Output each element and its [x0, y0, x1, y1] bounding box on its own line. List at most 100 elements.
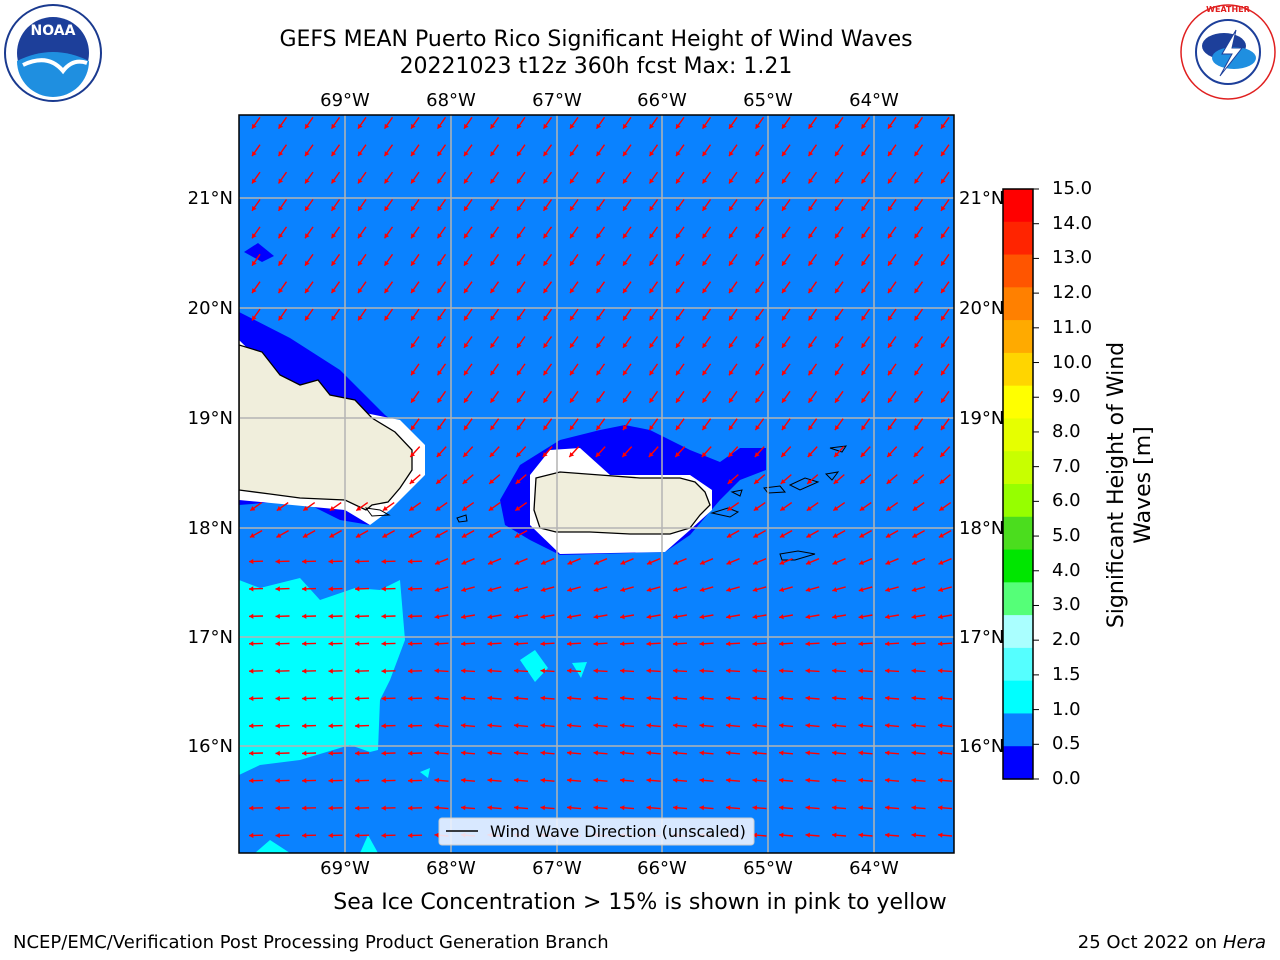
wave-arrow-head [755, 205, 761, 211]
wave-arrow-head [461, 805, 466, 811]
wave-arrow-head [914, 151, 920, 157]
wave-arrow-head [381, 641, 386, 647]
colorbar-swatch [1003, 352, 1033, 387]
wave-arrow-head [755, 370, 761, 376]
colorbar-tick-label: 14.0 [1052, 212, 1093, 234]
wave-arrow-head [938, 668, 943, 674]
wave-arrow-head [835, 342, 840, 348]
wave-arrow-head [649, 342, 655, 348]
wave-arrow-head [540, 723, 545, 729]
wave-arrow-head [328, 558, 333, 565]
colorbar-swatch [1003, 516, 1033, 551]
wave-arrow-head [649, 315, 655, 321]
wave-arrow-head [358, 260, 363, 266]
wave-arrow-head [302, 641, 307, 647]
nws-logo-icon: WEATHER [1178, 2, 1278, 106]
wave-arrow-head [646, 723, 651, 729]
footer-date: 25 Oct 2022 on Hera [1078, 932, 1266, 953]
wave-arrow-head [808, 151, 814, 157]
wave-arrow-head [411, 260, 416, 266]
wave-arrow-head [411, 288, 416, 294]
wave-arrow-head [649, 233, 655, 239]
wave-arrow-head [649, 288, 655, 294]
wave-arrow-head [305, 151, 310, 157]
wave-arrow-head [702, 205, 708, 211]
wave-arrow-head [488, 506, 494, 511]
wave-arrow-head [622, 452, 628, 457]
wave-arrow-head [752, 723, 757, 729]
wave-arrow-head [752, 614, 758, 620]
lat-label-left: 20°N [188, 298, 233, 319]
wave-arrow-head [938, 533, 944, 538]
colorbar-tick-label: 0.5 [1052, 733, 1081, 755]
wave-arrow-head [782, 151, 787, 157]
puerto-rico-land [533, 471, 711, 535]
wave-arrow-head [913, 479, 919, 484]
wave-arrow-head [302, 778, 307, 784]
wave-arrow-head [490, 397, 496, 403]
wave-arrow-head [834, 425, 840, 431]
lat-label-left: 18°N [188, 518, 233, 539]
wave-arrow-head [888, 370, 893, 376]
wave-arrow-head [832, 560, 838, 565]
wave-arrow-head [462, 506, 468, 511]
wave-arrow-head [702, 260, 708, 266]
wave-arrow-head [676, 288, 681, 294]
wave-arrow-head [701, 452, 707, 457]
wave-arrow-head [596, 123, 602, 129]
wave-arrow-head [490, 342, 496, 348]
wave-arrow-head [252, 151, 257, 157]
wave-arrow-head [726, 533, 732, 538]
wave-arrow-head [540, 805, 545, 811]
wave-arrow-head [464, 178, 469, 184]
wave-arrow-head [437, 370, 443, 376]
wave-arrow-head [861, 151, 867, 157]
wave-arrow-head [437, 123, 443, 129]
wave-arrow-head [676, 178, 681, 184]
wave-arrow-head [941, 370, 946, 376]
wave-arrow-head [356, 506, 362, 511]
wave-arrow-head [779, 533, 785, 538]
wave-arrow-head [355, 750, 360, 756]
colorbar-swatch [1003, 189, 1033, 223]
wave-arrow-head [593, 668, 598, 674]
lat-label-right: 19°N [959, 408, 1004, 429]
wave-arrow-head [914, 260, 920, 266]
lon-label-top: 68°W [426, 90, 476, 111]
wave-arrow-head [832, 668, 837, 674]
wave-arrow-head [938, 805, 943, 811]
wave-arrow-head [593, 641, 598, 647]
wave-arrow-head [752, 668, 757, 674]
wave-arrow-head [861, 397, 867, 403]
wave-arrow-head [302, 750, 307, 756]
wave-arrow-head [940, 425, 946, 431]
wave-arrow-head [490, 233, 496, 239]
wave-arrow-head [434, 695, 439, 701]
wave-arrow-head [540, 750, 545, 756]
wave-arrow-head [331, 205, 337, 211]
wave-arrow-head [702, 233, 708, 239]
island-outline [364, 507, 391, 517]
arrow-legend: Wind Wave Direction (unscaled) [438, 817, 755, 846]
wave-arrow-head [623, 151, 628, 157]
wave-arrow-head [437, 233, 443, 239]
wave-arrow-head [676, 205, 681, 211]
wave-arrow-head [381, 750, 386, 756]
wave-arrow-head [808, 315, 814, 321]
wave-arrow-head [622, 425, 628, 431]
island-outline [456, 514, 468, 523]
wave-arrow-head [490, 288, 496, 294]
wave-arrow-head [302, 586, 307, 592]
wave-arrow-head [832, 533, 838, 538]
wave-arrow-head [275, 695, 280, 702]
wave-arrow-head [434, 750, 439, 756]
wave-arrow-head [543, 123, 549, 129]
wave-arrow-head [729, 342, 734, 348]
wave-arrow-head [275, 586, 280, 592]
wave-arrow-head [832, 750, 837, 756]
wave-arrow-head [569, 425, 575, 431]
map-title: GEFS MEAN Puerto Rico Significant Height… [279, 27, 913, 52]
wave-arrow-head [861, 123, 867, 129]
wave-arrow-head [938, 777, 943, 783]
wave-arrow-head [437, 260, 443, 266]
